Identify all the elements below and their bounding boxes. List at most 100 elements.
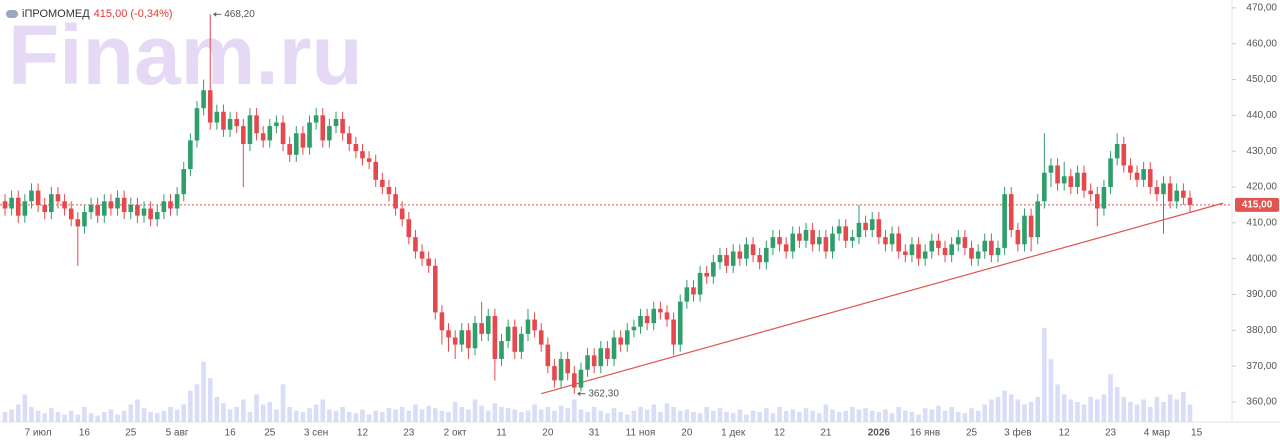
candle-body [433,265,438,313]
volume-bar [631,410,637,422]
candle-body [333,118,339,127]
volume-bar [797,411,802,422]
candle-body [15,197,21,216]
volume-bar [1154,396,1160,422]
volume-bar [188,390,193,422]
volume-bar [35,410,41,422]
x-tick-label: 1 дек [721,428,746,439]
candle-body [816,237,822,245]
volume-bar [1081,404,1087,422]
candle-body [744,244,749,259]
candle-body [393,194,398,209]
candle-body [88,204,94,213]
x-tick-label: 11 [496,428,507,439]
candle-body [214,111,220,123]
candle-body [565,358,570,374]
candle-body [962,237,968,248]
candle-body [62,201,67,209]
volume-bar [221,403,226,422]
candle-body [280,122,286,145]
candle-body [102,201,107,216]
candle-body [572,373,577,388]
y-tick-label: 410,00 [1246,217,1277,228]
candle-body [194,108,200,141]
price-change: 415,00 (-0,34%) [93,8,173,20]
volume-bar [280,384,286,422]
volume-bar [691,411,696,422]
candle-body [737,251,743,259]
candle-body [1068,176,1074,187]
candle-body [75,219,81,227]
candle-body [850,237,855,241]
volume-bar [922,408,928,422]
volume-bar [399,406,405,422]
candle-body [459,330,465,345]
candle-body [658,308,663,313]
candle-body [201,90,206,109]
candle-body [452,337,458,345]
candle-body [22,201,28,216]
volume-bar [790,409,796,422]
volume-bar [115,414,120,422]
candle-body [843,226,849,241]
candle-body [68,208,74,220]
x-tick-label: 4 мар [1144,428,1171,439]
volume-bar [697,413,703,422]
volume-bar [360,409,365,422]
volume-bar [717,408,723,422]
volume-bar [658,411,663,422]
volume-bar [234,406,239,422]
annotation-arrow [213,11,217,17]
candle-body [598,348,604,367]
candle-body [260,133,266,141]
volume-bar [684,409,690,422]
volume-bar [975,410,981,422]
volume-bar [1141,399,1146,422]
volume-bar [2,411,8,422]
candle-body [505,326,511,342]
volume-bar [373,410,379,422]
candle-body [1147,169,1153,187]
candle-body [1048,165,1054,173]
x-tick-label: 12 [1059,428,1071,439]
volume-bar [578,409,584,422]
candle-body [955,237,961,245]
volume-bar [88,413,94,422]
candle-body [300,133,306,148]
volume-bar [22,394,28,422]
volume-bar [830,409,835,422]
candle-body [711,262,716,277]
volume-bar [525,410,531,422]
volume-bar [1061,394,1067,422]
candle-body [975,251,981,259]
x-tick-label: 3 сен [304,428,328,439]
volume-bar [558,405,564,422]
y-tick-label: 450,00 [1246,74,1277,85]
candle-body [1061,176,1067,184]
candle-body [188,140,193,170]
candle-body [1035,201,1041,238]
candle-body [128,204,134,213]
candle-body [903,251,908,256]
candle-body [783,244,789,252]
volume-bar [836,411,842,422]
candle-body [135,204,140,216]
x-tick-label: 5 авг [166,428,189,439]
volume-bar [135,399,140,422]
volume-bar [260,404,266,422]
candle-body [426,258,431,266]
candle-body [942,247,948,256]
logo [6,10,18,18]
volume-bar [565,408,570,422]
candle-body [651,308,657,324]
price-tag-label: 415,00 [1242,200,1273,211]
candle-body [697,272,703,295]
volume-bar [9,409,14,422]
volume-bar [353,413,359,422]
volume-bar [1128,401,1133,422]
candle-body [373,161,379,180]
x-tick-label: 25 [264,428,276,439]
volume-bar [459,406,465,422]
volume-bar [532,404,537,422]
candle-body [168,201,173,209]
